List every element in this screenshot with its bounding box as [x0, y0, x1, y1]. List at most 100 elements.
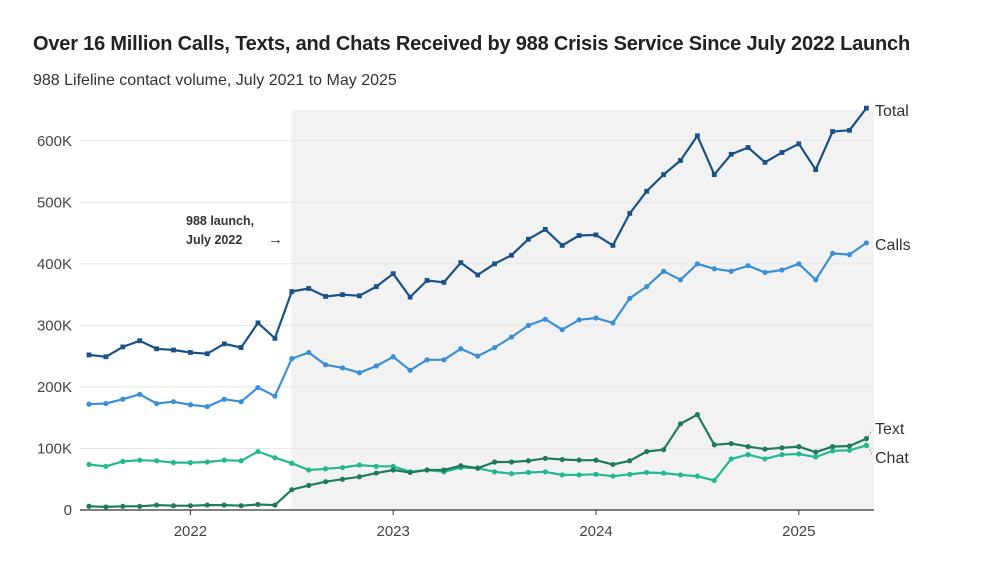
- data-point-chat: [863, 442, 870, 448]
- data-point-calls: [103, 400, 109, 407]
- data-point-calls: [813, 277, 819, 283]
- data-point-text: [542, 455, 548, 461]
- data-point-text: [120, 503, 126, 509]
- data-point-calls: [846, 252, 853, 258]
- x-tick-label: 2024: [579, 523, 612, 540]
- data-point-text: [593, 457, 599, 463]
- data-point-total: [306, 286, 312, 291]
- data-point-calls: [339, 365, 346, 371]
- data-point-text: [339, 476, 346, 482]
- data-point-calls: [863, 240, 870, 246]
- data-point-total: [678, 158, 683, 163]
- data-point-calls: [677, 277, 684, 283]
- data-point-total: [762, 159, 768, 165]
- data-point-calls: [458, 346, 464, 352]
- data-point-chat: [255, 448, 261, 455]
- data-point-chat: [627, 471, 633, 477]
- data-point-text: [863, 436, 870, 442]
- data-point-calls: [576, 317, 582, 323]
- data-point-text: [289, 487, 295, 493]
- data-point-chat: [154, 458, 160, 464]
- data-point-calls: [559, 327, 565, 333]
- data-point-chat: [813, 454, 819, 460]
- data-point-text: [846, 443, 853, 449]
- data-point-calls: [728, 268, 734, 274]
- data-point-text: [86, 503, 92, 509]
- data-point-chat: [238, 458, 244, 464]
- data-point-total: [357, 293, 362, 299]
- data-point-total: [424, 278, 430, 283]
- data-point-chat: [86, 461, 92, 468]
- data-point-total: [593, 232, 599, 238]
- data-point-total: [154, 346, 159, 352]
- data-point-text: [204, 502, 210, 508]
- data-point-calls: [238, 399, 244, 405]
- data-point-calls: [221, 396, 227, 402]
- series-label-calls: Calls: [875, 237, 911, 254]
- data-point-text: [762, 446, 768, 452]
- data-point-calls: [407, 367, 413, 373]
- data-point-text: [187, 503, 193, 509]
- data-point-chat: [661, 470, 667, 476]
- data-point-total: [204, 351, 210, 357]
- data-point-chat: [323, 466, 329, 472]
- data-point-text: [627, 458, 633, 464]
- data-point-calls: [390, 354, 396, 360]
- data-point-chat: [103, 463, 109, 469]
- data-point-calls: [627, 295, 633, 301]
- data-point-text: [610, 461, 616, 468]
- x-tick-label: 2025: [782, 523, 815, 540]
- data-point-text: [508, 459, 515, 465]
- data-point-total: [576, 233, 582, 238]
- data-point-calls: [272, 393, 278, 399]
- data-point-chat: [745, 452, 751, 458]
- data-point-total: [779, 150, 785, 155]
- data-point-text: [390, 467, 396, 473]
- data-point-chat: [373, 463, 379, 469]
- data-point-total: [441, 279, 447, 285]
- data-point-calls: [255, 384, 261, 391]
- data-point-total: [86, 352, 92, 358]
- data-point-chat: [796, 451, 802, 457]
- data-point-total: [255, 320, 261, 326]
- data-point-total: [492, 261, 497, 267]
- data-point-total: [661, 172, 666, 178]
- data-point-total: [728, 151, 734, 157]
- data-point-calls: [204, 404, 210, 410]
- data-point-total: [289, 289, 295, 294]
- y-tick-label: 0: [64, 502, 72, 519]
- data-point-calls: [120, 396, 126, 402]
- data-point-text: [745, 444, 751, 450]
- data-point-calls: [830, 250, 836, 256]
- data-point-text: [306, 482, 312, 488]
- y-tick-label: 200K: [37, 379, 72, 396]
- data-point-chat: [492, 469, 498, 475]
- annotation-line-1: 988 launch,: [186, 214, 254, 228]
- data-point-total: [373, 284, 379, 290]
- data-point-total: [340, 292, 345, 298]
- data-point-text: [830, 444, 836, 450]
- data-point-text: [475, 465, 481, 471]
- data-point-total: [711, 172, 717, 178]
- data-point-calls: [796, 261, 802, 267]
- data-point-calls: [187, 402, 193, 408]
- data-point-chat: [542, 469, 548, 475]
- data-point-text: [661, 447, 667, 453]
- data-point-chat: [711, 477, 717, 484]
- data-point-calls: [154, 400, 160, 407]
- data-point-text: [728, 440, 734, 447]
- data-point-text: [137, 503, 143, 509]
- data-point-text: [711, 442, 717, 448]
- data-point-text: [796, 444, 802, 450]
- y-tick-label: 600K: [37, 133, 72, 150]
- data-point-calls: [289, 356, 295, 362]
- data-point-chat: [779, 452, 785, 458]
- chat-label-leader: [867, 446, 873, 456]
- data-point-text: [644, 448, 650, 455]
- data-point-chat: [137, 457, 143, 463]
- data-point-text: [221, 502, 227, 508]
- data-point-total: [103, 354, 109, 360]
- data-point-chat: [306, 467, 312, 473]
- data-point-chat: [289, 460, 295, 466]
